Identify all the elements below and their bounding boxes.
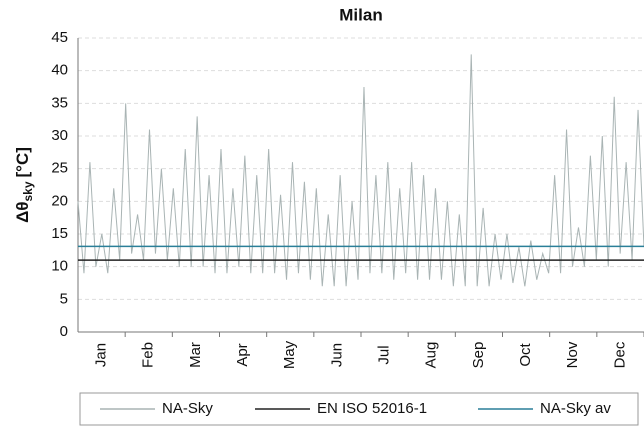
x-tick-label: May (281, 340, 298, 369)
legend-box (79, 392, 639, 426)
y-tick-label: 45 (51, 29, 68, 46)
y-label-sub: sky (21, 181, 35, 201)
chart-title: Milan (339, 5, 382, 24)
x-tick-label: Jul (376, 345, 393, 364)
x-tick-label: Dec (611, 341, 628, 368)
y-axis-label: Δθsky [°C] (13, 147, 35, 223)
x-tick-label: Mar (187, 342, 204, 368)
y-label-unit: [°C] (13, 147, 32, 177)
y-tick-label: 30 (51, 127, 68, 144)
x-tick-label: Nov (564, 341, 581, 368)
x-tick-label: Aug (423, 342, 440, 369)
x-tick-label: Feb (140, 342, 157, 368)
x-tick-label: Jun (328, 343, 345, 367)
legend-label: NA-Sky av (540, 400, 611, 417)
x-tick-label: Apr (234, 343, 251, 366)
x-tick-label: Sep (470, 342, 487, 369)
y-tick-label: 15 (51, 225, 68, 242)
y-tick-label: 0 (60, 323, 68, 340)
y-tick-label: 40 (51, 62, 68, 79)
x-tick-label: Oct (517, 343, 534, 367)
y-tick-label: 10 (51, 258, 68, 275)
y-tick-label: 35 (51, 94, 68, 111)
y-tick-label: 25 (51, 160, 68, 177)
legend-label: EN ISO 52016-1 (317, 400, 427, 417)
x-tick-label: Jan (93, 343, 110, 367)
series-line (77, 54, 644, 287)
legend-label: NA-Sky (162, 400, 213, 417)
y-tick-label: 20 (51, 192, 68, 209)
y-label-main: Δθ (13, 202, 32, 223)
y-tick-label: 5 (60, 290, 68, 307)
